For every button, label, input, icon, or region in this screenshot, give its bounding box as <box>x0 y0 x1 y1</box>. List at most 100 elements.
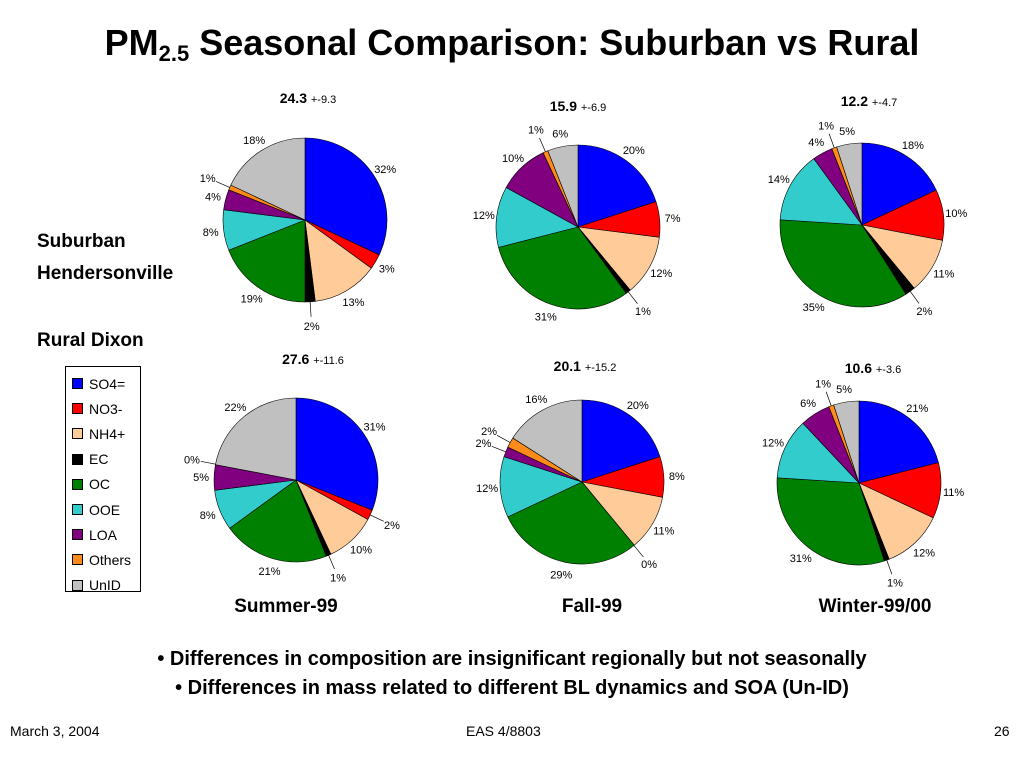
pie-percent-label: 22% <box>224 402 246 414</box>
pie-leader-line <box>909 291 920 304</box>
pie-percent-label: 1% <box>815 378 831 390</box>
pie-percent-label: 31% <box>535 311 557 323</box>
bullet-list: • Differences in composition are insigni… <box>0 645 1024 703</box>
pie-percent-label: 12% <box>476 483 498 495</box>
pie-slice-ooe <box>499 456 583 518</box>
pie-percent-label: 35% <box>803 302 825 314</box>
pie-percent-label: 21% <box>258 566 280 578</box>
bullet-item: • Differences in composition are insigni… <box>157 648 867 670</box>
legend-swatch <box>72 478 83 490</box>
pie-slice-so4 <box>295 397 379 511</box>
pie-percent-label: 32% <box>374 164 396 176</box>
pie-percent-label: 19% <box>241 294 263 306</box>
season-label: Fall-99 <box>561 596 623 617</box>
rural-label: Rural Dixon <box>37 330 144 351</box>
pie-svg: 32% 3% 13% 2% 19% 8% 4% 1% 18% <box>200 135 397 333</box>
legend-item: Others <box>66 547 140 572</box>
pie-percent-label: 14% <box>768 174 790 186</box>
season-label: Summer-99 <box>234 596 338 617</box>
pie-percent-label: 5% <box>839 126 855 138</box>
legend-swatch <box>72 428 83 440</box>
pie-slice-nh4 <box>577 226 660 291</box>
pie-chart-suburban-winter: 18% 10% 11% 2% 35% 14% 4% 1% 5% <box>737 100 987 350</box>
legend-item: LOA <box>66 522 140 547</box>
pie-percent-label: 20% <box>623 145 645 157</box>
pie-percent-label: 13% <box>342 297 364 309</box>
pie-slice-nh4 <box>858 482 934 560</box>
pie-percent-label: 7% <box>665 213 681 225</box>
pie-leader-line <box>200 460 216 465</box>
pie-percent-label: 1% <box>330 572 346 584</box>
pie-percent-label: 18% <box>243 135 265 147</box>
pie-leader-line <box>633 545 644 558</box>
season-label: Winter-99/00 <box>818 596 932 617</box>
pie-percent-label: 1% <box>528 125 544 137</box>
pie-percent-label: 2% <box>475 438 491 450</box>
legend-item: NH4+ <box>66 421 140 446</box>
pie-percent-label: 10% <box>350 544 372 556</box>
slide-title: PM2.5 Seasonal Comparison: Suburban vs R… <box>104 22 920 66</box>
pie-percent-label: 2% <box>384 520 400 532</box>
pie-svg: 18% 10% 11% 2% 35% 14% 4% 1% 5% <box>768 120 968 317</box>
pie-percent-label: 5% <box>836 384 852 396</box>
pie-percent-label: 12% <box>913 547 935 559</box>
pie-leader-line <box>309 301 312 317</box>
pie-percent-label: 16% <box>525 394 547 406</box>
pie-percent-label: 2% <box>304 321 320 333</box>
pie-percent-label: 3% <box>379 263 395 275</box>
pie-chart-suburban-fall: 20% 7% 12% 1% 31% 12% 10% 1% 6% <box>453 102 703 352</box>
bullet-item: • Differences in mass related to differe… <box>175 677 849 699</box>
pie-leader-line <box>491 445 506 453</box>
pie-slice-unid <box>547 144 579 228</box>
pie-chart-suburban-summer: 32% 3% 13% 2% 19% 8% 4% 1% 18% <box>180 95 430 345</box>
legend-swatch <box>72 403 83 415</box>
pie-slice-ooe <box>779 158 863 226</box>
pie-slice-so4 <box>858 400 939 484</box>
pie-leader-line <box>828 133 835 148</box>
pie-percent-label: 12% <box>762 438 784 450</box>
pie-mass-label: 24.3 +-9.3 <box>279 90 337 106</box>
pie-slice-unid <box>836 142 863 226</box>
pie-percent-label: 11% <box>653 525 674 537</box>
legend-swatch <box>72 529 83 541</box>
pie-slice-oc <box>779 219 907 308</box>
legend-swatch <box>72 554 83 566</box>
pie-leader-line <box>328 555 335 570</box>
footer-date: March 3, 2004 <box>10 723 100 739</box>
pie-slice-so4 <box>861 142 937 226</box>
pie-percent-label: 31% <box>364 422 386 434</box>
pie-svg: 20% 7% 12% 1% 31% 12% 10% 1% 6% <box>473 125 681 324</box>
pie-percent-label: 11% <box>943 487 964 499</box>
pie-percent-label: 6% <box>800 398 816 410</box>
pie-percent-label: 5% <box>193 472 209 484</box>
pie-percent-label: 1% <box>200 173 216 185</box>
pie-percent-label: 21% <box>906 403 928 415</box>
pie-percent-label: 4% <box>205 191 221 203</box>
footer-course: EAS 4/8803 <box>466 723 541 739</box>
pie-slice-oc <box>776 477 885 566</box>
pie-percent-label: 10% <box>502 153 524 165</box>
pie-slice-oc <box>498 226 627 310</box>
pie-percent-label: 1% <box>887 578 903 590</box>
pie-percent-label: 2% <box>481 426 497 438</box>
pie-slice-unid <box>512 399 583 483</box>
pie-percent-label: 12% <box>650 268 672 280</box>
pie-percent-label: 11% <box>933 268 954 280</box>
pie-percent-label: 4% <box>808 137 824 149</box>
pie-slice-unid <box>230 137 306 221</box>
legend-swatch <box>72 579 83 591</box>
legend-swatch <box>72 378 83 390</box>
pie-percent-label: 18% <box>902 140 924 152</box>
pie-chart-rural-winter: 21% 11% 12% 1% 31% 12% 6% 1% 5% <box>734 358 984 608</box>
pie-slice-oc <box>229 479 327 563</box>
pie-slice-oc <box>507 481 635 565</box>
pie-mass-label: 15.9 +-6.9 <box>549 98 607 114</box>
pie-leader-line <box>215 181 230 188</box>
pie-chart-rural-summer: 31% 2% 10% 1% 21% 8% 5% 0% 22% <box>171 355 421 605</box>
pie-percent-label: 8% <box>669 471 685 483</box>
pie-slice-ooe <box>776 422 860 484</box>
pie-slice-so4 <box>577 144 657 228</box>
pie-percent-label: 8% <box>200 510 216 522</box>
pie-slice-nh4 <box>304 219 372 302</box>
suburban-label: Suburban Hendersonville <box>37 231 174 284</box>
